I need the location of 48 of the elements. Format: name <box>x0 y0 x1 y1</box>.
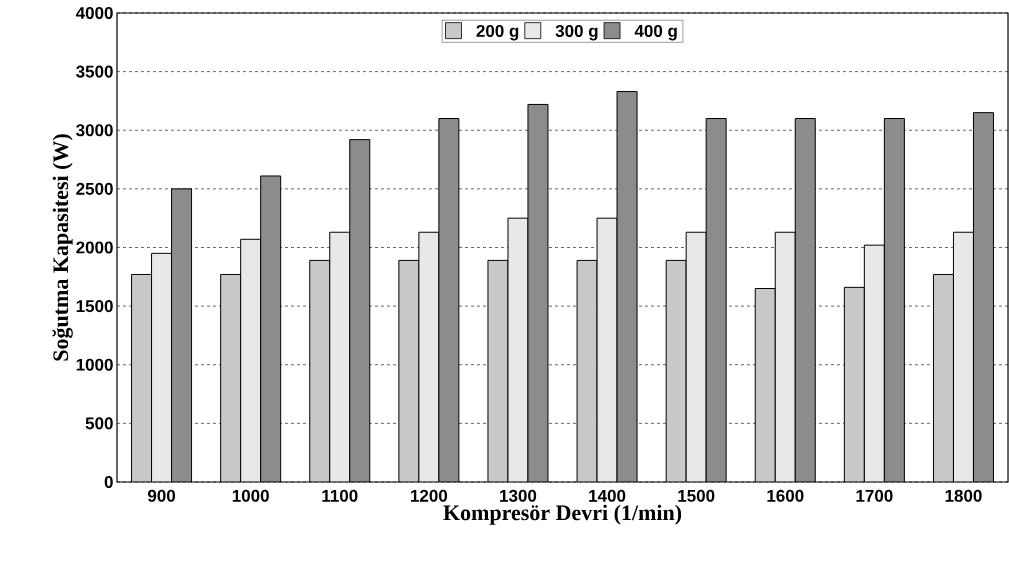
bar <box>932 273 954 482</box>
x-tick-label: 1100 <box>322 489 358 502</box>
y-tick-label: 1500 <box>76 300 113 313</box>
bar <box>349 139 370 482</box>
legend-label: 300 g <box>555 24 598 41</box>
bar <box>438 118 459 482</box>
bar <box>666 260 687 482</box>
bar <box>151 253 172 482</box>
legend-label: 200 g <box>476 24 519 41</box>
x-tick-label: 1600 <box>767 489 804 502</box>
y-tick-label: 3500 <box>76 65 113 78</box>
bar <box>884 118 905 482</box>
bar <box>864 245 885 482</box>
y-tick-label: 1000 <box>76 358 113 371</box>
bar <box>755 288 776 482</box>
bar <box>329 232 350 482</box>
bar <box>617 91 638 482</box>
bar <box>686 232 707 482</box>
x-tick-label: 1000 <box>232 489 269 502</box>
bar <box>171 188 192 482</box>
bar <box>260 175 281 482</box>
bar <box>527 104 548 482</box>
y-tick-label: 500 <box>85 417 113 430</box>
y-tick-label: 4000 <box>75 6 113 20</box>
x-tick-label: 1500 <box>678 489 715 502</box>
x-axis-title: Kompresör Devri (1/min) <box>443 504 682 525</box>
bar <box>220 274 241 482</box>
x-tick-label: 1700 <box>856 489 893 502</box>
x-tick-label: 900 <box>147 489 176 502</box>
bar <box>795 118 816 482</box>
legend-label: 400 g <box>634 24 677 41</box>
y-tick-label: 0 <box>104 475 113 489</box>
bar <box>309 260 330 482</box>
bar <box>706 118 727 482</box>
bar <box>972 112 994 482</box>
x-tick-label: 1800 <box>945 489 982 502</box>
x-tick-label: 1300 <box>500 489 537 502</box>
x-tick-label: 1400 <box>589 489 626 502</box>
y-tick-label: 3000 <box>76 124 113 137</box>
bar <box>775 232 796 482</box>
bar <box>844 287 865 482</box>
bar <box>131 274 152 482</box>
x-tick-label: 1200 <box>411 489 448 502</box>
bar <box>952 231 974 482</box>
y-tick-label: 2000 <box>76 241 113 254</box>
bar <box>240 239 261 482</box>
y-axis-title: Soğutma Kapasitesi (W) <box>52 134 73 361</box>
y-tick-label: 2500 <box>76 182 113 195</box>
